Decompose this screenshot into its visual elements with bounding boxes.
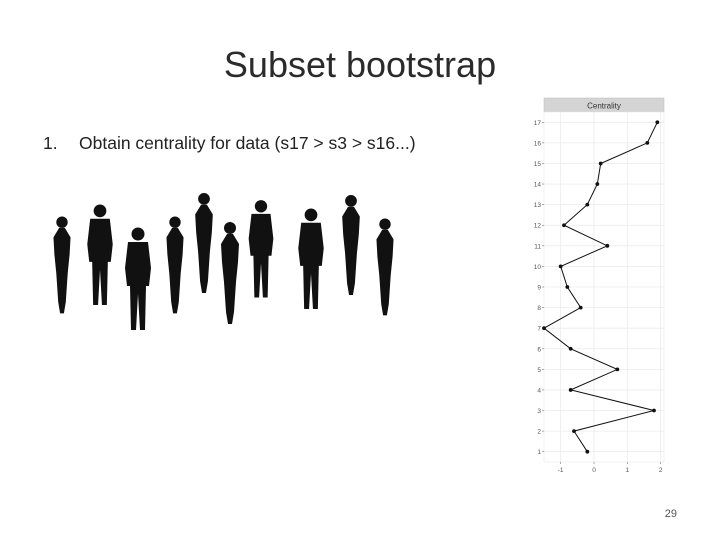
data-point <box>565 285 570 289</box>
y-tick-label: 3 <box>537 408 541 415</box>
y-tick-label: 16 <box>534 140 542 147</box>
data-point <box>595 182 600 186</box>
data-point <box>585 449 590 454</box>
page-number: 29 <box>664 508 677 520</box>
x-tick-label: 2 <box>659 467 663 474</box>
data-point <box>562 223 566 228</box>
person-silhouette <box>195 193 213 293</box>
bullet-item: 1. Obtain centrality for data (s17 > s3 >… <box>43 133 416 154</box>
bullet-text: Obtain centrality for data (s17 > s3 > s… <box>79 133 416 153</box>
data-point <box>542 326 546 331</box>
data-point <box>578 305 583 310</box>
chart-title: Centrality <box>587 102 621 111</box>
data-point <box>598 161 603 166</box>
person-silhouette <box>376 218 394 316</box>
person-silhouette <box>248 200 274 298</box>
data-point <box>645 140 650 145</box>
y-tick-label: 5 <box>537 367 541 374</box>
y-tick-label: 12 <box>534 223 542 230</box>
y-tick-label: 13 <box>534 202 542 209</box>
y-tick-label: 1 <box>537 449 541 456</box>
person-silhouette <box>166 216 184 314</box>
data-point <box>652 408 656 413</box>
y-tick-label: 9 <box>537 285 541 292</box>
data-point <box>585 202 590 207</box>
person-silhouette <box>298 208 324 309</box>
data-point <box>568 388 573 392</box>
y-tick-label: 8 <box>537 305 541 312</box>
data-point <box>568 346 573 351</box>
data-point <box>605 243 610 248</box>
y-tick-label: 10 <box>534 264 542 271</box>
y-tick-label: 15 <box>534 161 542 168</box>
data-point <box>558 264 563 269</box>
person-silhouette <box>125 227 151 330</box>
slide-title-text: Subset bootstrap <box>223 44 497 85</box>
data-point <box>615 367 620 372</box>
y-tick-label: 11 <box>534 243 541 250</box>
bullet-number: 1. <box>43 133 58 153</box>
x-tick-label: 1 <box>626 467 630 474</box>
y-tick-label: 17 <box>534 120 542 127</box>
x-tick-label: -1 <box>558 467 564 474</box>
data-point <box>655 120 660 125</box>
person-silhouette <box>221 222 239 324</box>
person-silhouette <box>87 204 113 305</box>
y-tick-label: 6 <box>537 346 541 353</box>
slide-title: Subset bootstrap <box>0 44 720 86</box>
data-point <box>572 429 576 434</box>
y-tick-label: 14 <box>534 182 542 189</box>
people-silhouettes <box>53 193 394 330</box>
y-tick-label: 4 <box>537 387 541 394</box>
x-tick-label: 0 <box>592 467 596 474</box>
y-tick-label: 2 <box>537 429 541 436</box>
y-tick-label: 7 <box>537 326 541 333</box>
person-silhouette <box>53 216 71 314</box>
person-silhouette <box>342 195 360 295</box>
